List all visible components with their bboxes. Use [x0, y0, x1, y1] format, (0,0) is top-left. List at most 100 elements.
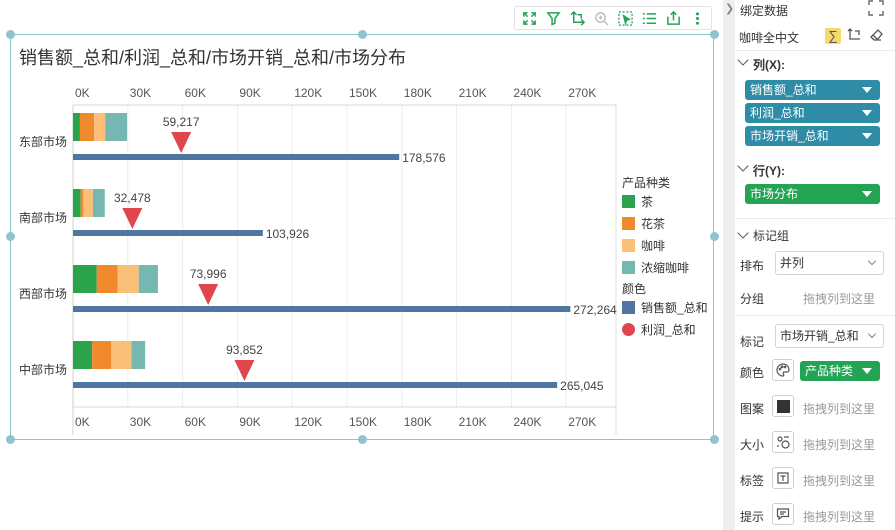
x-tick-label-top: 180K [404, 86, 432, 100]
column-pill-label: 销售额_总和 [750, 83, 817, 97]
mark-group-label: 标记组 [753, 229, 790, 243]
group-drop-zone[interactable]: 拖拽列到这里 [803, 292, 876, 306]
x-tick-label-bottom: 240K [513, 415, 541, 429]
dropdown-arrow-icon[interactable] [862, 110, 872, 116]
chevron-right-icon[interactable]: ❯ [725, 3, 735, 15]
zoom-icon[interactable] [592, 9, 610, 27]
resize-handle-top-left[interactable] [6, 30, 15, 39]
profit-marker [122, 208, 143, 229]
x-tick-label-top: 30K [130, 86, 151, 100]
profit-data-label: 32,478 [114, 191, 151, 205]
fullscreen-icon[interactable] [520, 9, 538, 27]
sum-icon[interactable]: ∑ [825, 28, 841, 44]
column-pill-label: 市场开销_总和 [750, 129, 829, 143]
chevron-down-icon [867, 329, 877, 339]
x-tick-label-top: 270K [568, 86, 596, 100]
x-tick-label-top: 150K [349, 86, 377, 100]
resize-handle-bottom-right[interactable] [710, 435, 719, 444]
select-icon[interactable] [616, 9, 634, 27]
stacked-bar-segment [79, 113, 95, 141]
size-icon[interactable] [772, 431, 794, 453]
panel-divider [730, 218, 895, 219]
size-label: 大小 [740, 438, 765, 452]
x-tick-label-bottom: 60K [185, 415, 206, 429]
stacked-bar-segment [92, 189, 105, 217]
refresh-field-icon[interactable] [847, 28, 861, 45]
x-tick-label-top: 60K [185, 86, 206, 100]
layout-select-value: 并列 [780, 256, 805, 270]
stacked-bar-segment [96, 265, 118, 293]
more-icon[interactable] [688, 9, 706, 27]
filter-icon[interactable] [544, 9, 562, 27]
column-pill-profit[interactable]: 利润_总和 [745, 103, 880, 123]
legend-title-color: 颜色 [622, 281, 646, 296]
stacked-bar-segment [111, 341, 132, 369]
chevron-down-icon [867, 256, 877, 266]
columns-label: 列(X): [753, 58, 785, 72]
pattern-drop-zone[interactable]: 拖拽列到这里 [803, 402, 876, 416]
sales-data-label: 178,576 [402, 151, 446, 165]
size-drop-zone[interactable]: 拖拽列到这里 [803, 438, 876, 452]
palette-icon[interactable] [772, 359, 794, 381]
x-tick-label-top: 120K [294, 86, 322, 100]
chart-toolbar [514, 6, 712, 30]
sales-bar [73, 306, 571, 312]
resize-handle-top[interactable] [358, 30, 367, 39]
x-tick-label-bottom: 0K [75, 415, 90, 429]
legend-label: 销售额_总和 [641, 300, 708, 315]
mark-select-value: 市场开销_总和 [780, 329, 859, 343]
text-label-icon[interactable] [772, 467, 794, 489]
stacked-bar-segment [73, 113, 80, 141]
legend-swatch [622, 301, 635, 314]
rows-label: 行(Y): [753, 164, 785, 178]
legend-swatch [622, 239, 635, 252]
resize-handle-bottom[interactable] [358, 435, 367, 444]
export-icon[interactable] [664, 9, 682, 27]
x-tick-label-bottom: 150K [349, 415, 377, 429]
resize-handle-bottom-left[interactable] [6, 435, 15, 444]
x-tick-label-top: 0K [75, 86, 90, 100]
legend-label: 浓缩咖啡 [641, 260, 689, 275]
color-pill-product-type[interactable]: 产品种类 [800, 361, 880, 381]
row-pill-market[interactable]: 市场分布 [745, 184, 880, 204]
sales-bar [73, 382, 558, 388]
y-category-label: 西部市场 [19, 286, 67, 301]
resize-handle-right[interactable] [710, 232, 719, 241]
dropdown-arrow-icon[interactable] [862, 368, 872, 374]
dropdown-arrow-icon[interactable] [862, 133, 872, 139]
panel-collapse-grip[interactable] [723, 0, 735, 530]
legend-label: 茶 [641, 194, 653, 209]
panel-divider [730, 50, 895, 51]
label-label: 标签 [740, 474, 765, 488]
stacked-bar-segment [73, 265, 97, 293]
label-drop-zone[interactable]: 拖拽列到这里 [803, 474, 876, 488]
resize-handle-top-right[interactable] [710, 30, 719, 39]
chart-card[interactable]: 销售额_总和/利润_总和/市场开销_总和/市场分布 0K 0K 30K 30K 60K 6… [10, 34, 714, 440]
tooltip-icon[interactable] [772, 503, 794, 525]
color-label: 颜色 [740, 366, 765, 380]
pattern-swatch [776, 399, 790, 413]
stacked-bar-segment [83, 189, 93, 217]
pattern-icon[interactable] [772, 395, 794, 417]
list-icon[interactable] [640, 9, 658, 27]
x-tick-label-bottom: 270K [568, 415, 596, 429]
swap-axes-icon[interactable] [568, 9, 586, 27]
stacked-bar-segment [138, 265, 158, 293]
column-pill-sales[interactable]: 销售额_总和 [745, 80, 880, 100]
panel-divider [730, 315, 895, 316]
tip-drop-zone[interactable]: 拖拽列到这里 [803, 510, 876, 524]
fullscreen-panel-icon[interactable] [868, 0, 884, 19]
column-pill-marketing[interactable]: 市场开销_总和 [745, 126, 880, 146]
dropdown-arrow-icon[interactable] [862, 87, 872, 93]
eraser-icon[interactable] [869, 28, 883, 45]
dropdown-arrow-icon[interactable] [862, 191, 872, 197]
stacked-bar-segment [92, 341, 112, 369]
legend-label: 咖啡 [641, 238, 665, 253]
layout-select[interactable]: 并列 [775, 251, 884, 275]
y-category-label: 南部市场 [19, 210, 67, 225]
mark-select[interactable]: 市场开销_总和 [775, 324, 884, 348]
color-pill-label: 产品种类 [805, 364, 854, 378]
resize-handle-left[interactable] [6, 232, 15, 241]
dataset-name[interactable]: 咖啡全中文 [739, 31, 800, 45]
